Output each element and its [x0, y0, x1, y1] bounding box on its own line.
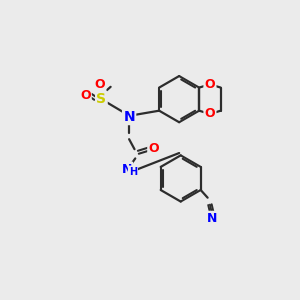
Text: N: N: [123, 110, 135, 124]
Text: N: N: [122, 163, 132, 176]
Text: N: N: [123, 110, 135, 124]
Text: O: O: [80, 89, 91, 102]
Text: O: O: [148, 142, 159, 155]
Text: O: O: [205, 107, 215, 120]
Text: N: N: [122, 163, 132, 176]
Text: O: O: [94, 78, 105, 91]
Text: O: O: [205, 78, 215, 91]
Text: N: N: [207, 212, 217, 225]
Text: H: H: [129, 167, 137, 176]
Text: H: H: [129, 167, 137, 176]
Text: S: S: [96, 92, 106, 106]
Text: N: N: [207, 212, 217, 225]
Text: S: S: [96, 92, 106, 106]
Text: O: O: [205, 107, 215, 120]
Text: O: O: [205, 78, 215, 91]
Text: O: O: [148, 142, 159, 155]
Text: O: O: [94, 78, 105, 91]
Text: O: O: [80, 89, 91, 102]
